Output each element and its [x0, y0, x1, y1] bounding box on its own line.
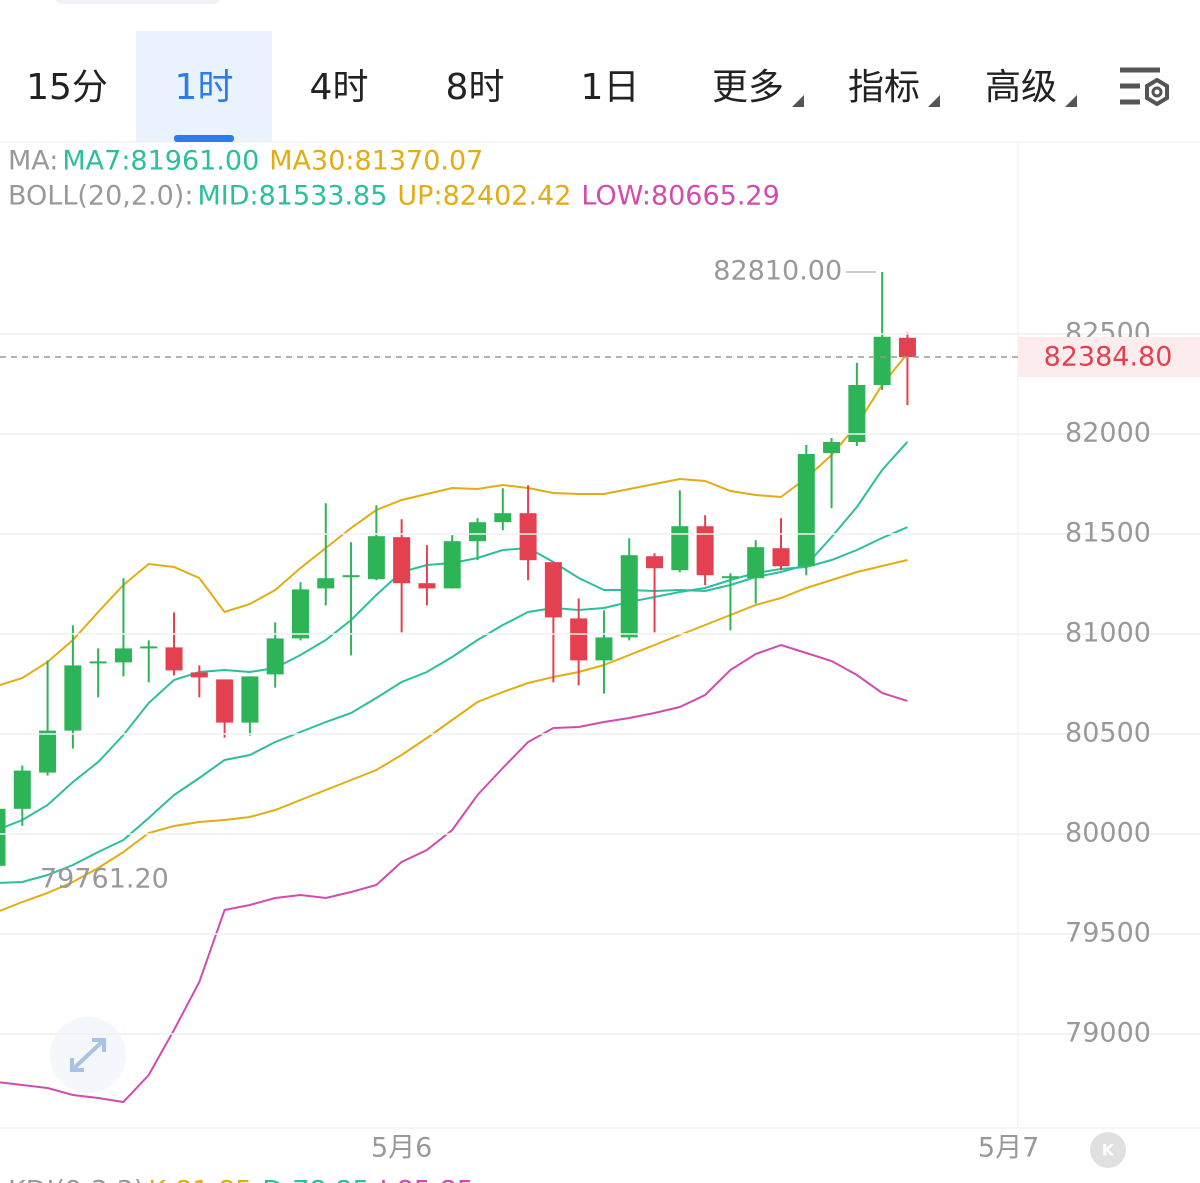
legend-item: K:81.85: [148, 1176, 252, 1183]
top-handle: [55, 0, 220, 4]
candle-body: [620, 555, 638, 638]
candle-body: [342, 575, 360, 578]
y-tick-label: 82000: [1065, 418, 1151, 449]
candle-body: [823, 442, 841, 453]
y-tick-label: 81000: [1065, 618, 1151, 649]
candle-body: [39, 730, 57, 773]
legend-title: BOLL(20,2.0):: [8, 181, 193, 212]
dropdown-arrow: [928, 95, 940, 107]
legend-item: MA30:81370.07: [269, 146, 483, 177]
candle-body: [266, 638, 284, 675]
y-tick-label: 81500: [1065, 518, 1151, 549]
candle-body: [747, 547, 765, 579]
tab-label[interactable]: 指标: [848, 67, 920, 108]
legend-item: MA7:81961.00: [62, 146, 259, 177]
legend-item: UP:82402.42: [397, 181, 571, 212]
candle-body: [494, 513, 512, 523]
candle-body: [696, 526, 714, 576]
legend-item: D:78.85: [262, 1176, 369, 1183]
candle-body: [772, 548, 790, 567]
candle-body: [797, 454, 815, 567]
candle-body: [418, 583, 436, 589]
candle-body: [519, 513, 537, 561]
x-tick-label: 5月7: [978, 1133, 1039, 1164]
tab-label[interactable]: 1日: [581, 67, 640, 108]
low-label: 79761.20: [40, 863, 169, 894]
candle-body: [570, 618, 588, 661]
high-label: 82810.00: [713, 256, 842, 287]
candle-body: [165, 647, 183, 671]
candle-body: [469, 522, 487, 542]
candle-body: [114, 648, 132, 663]
settings-icon[interactable]: [1120, 67, 1169, 107]
dropdown-arrow: [1065, 95, 1077, 107]
candle-body: [848, 385, 866, 442]
legend-title: KDJ(9,3,3): [8, 1176, 144, 1183]
tab-label[interactable]: 4时: [310, 67, 369, 108]
last-price-label: 82384.80: [1044, 342, 1173, 373]
legend-item: LOW:80665.29: [581, 181, 779, 212]
dropdown-arrow: [792, 95, 804, 107]
candle-body: [367, 536, 385, 580]
tab-indicator: [174, 135, 234, 142]
candle-body: [393, 537, 411, 584]
y-tick-label: 79000: [1065, 1018, 1151, 1049]
indicator-line: [0, 559, 908, 912]
candle-body: [190, 672, 208, 678]
candle-body: [13, 770, 31, 809]
x-tick-label: 5月6: [371, 1133, 432, 1164]
candle-body: [721, 576, 739, 579]
candle-body: [873, 336, 891, 385]
candle-body: [544, 562, 562, 618]
indicator-line: [0, 643, 908, 1104]
tab-active-bg: [136, 31, 272, 142]
tab-label[interactable]: 8时: [446, 67, 505, 108]
y-tick-label: 80000: [1065, 818, 1151, 849]
candle-body: [595, 637, 613, 661]
candle-body: [0, 808, 6, 866]
candle-body: [291, 589, 309, 639]
candle-body: [671, 526, 689, 571]
candle-body: [89, 661, 107, 664]
candle-body: [216, 679, 234, 723]
y-tick-label: 80500: [1065, 718, 1151, 749]
tab-label[interactable]: 1时: [175, 67, 234, 108]
expand-icon: [70, 1038, 106, 1072]
candle-body: [317, 578, 335, 589]
candle-body: [646, 556, 664, 569]
scroll-end-icon: K: [1102, 1141, 1115, 1160]
indicator-line: [0, 352, 909, 687]
candle-body: [443, 541, 461, 589]
tab-label[interactable]: 更多: [712, 67, 784, 108]
candle-body: [64, 665, 82, 731]
tab-label[interactable]: 高级: [985, 67, 1057, 108]
tab-label[interactable]: 15分: [26, 67, 108, 108]
candle-body: [140, 646, 158, 649]
scroll-end-button[interactable]: [1090, 1132, 1126, 1168]
legend-item: MID:81533.85: [197, 181, 387, 212]
plot-area: [0, 272, 916, 1104]
legend-title: MA:: [8, 146, 58, 177]
candle-body: [241, 676, 259, 723]
candle-body: [898, 337, 916, 358]
indicator-line: [0, 441, 909, 830]
last-price-box: [1018, 337, 1200, 378]
legend-item: J:85.85: [378, 1176, 474, 1183]
y-tick-label: 79500: [1065, 918, 1151, 949]
